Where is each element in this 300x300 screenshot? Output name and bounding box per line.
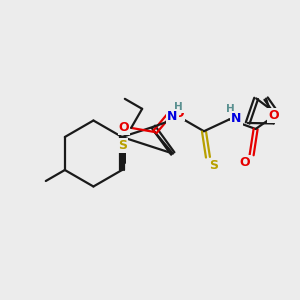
Text: N: N: [167, 110, 178, 123]
Text: O: O: [239, 156, 250, 169]
Text: O: O: [118, 122, 129, 134]
Text: O: O: [268, 109, 279, 122]
Text: S: S: [209, 159, 218, 172]
Text: N: N: [231, 112, 242, 125]
Text: H: H: [174, 102, 183, 112]
Text: S: S: [118, 139, 127, 152]
Text: O: O: [173, 107, 184, 120]
Text: H: H: [226, 104, 235, 114]
